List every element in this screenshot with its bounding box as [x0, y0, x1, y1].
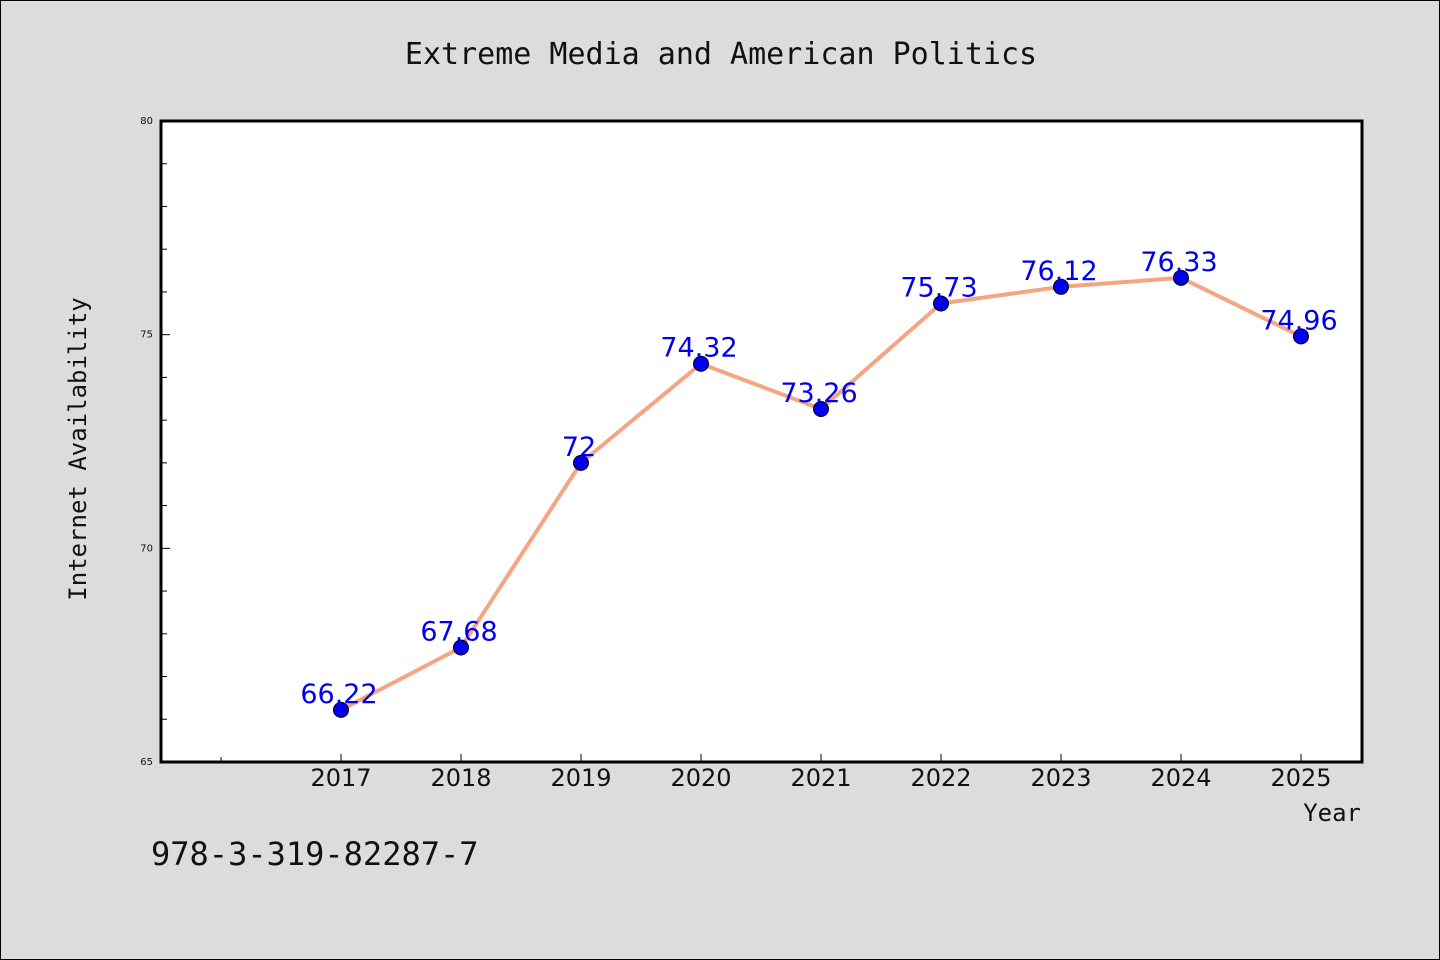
- data-point: [1173, 269, 1189, 286]
- x-tick-label: 2017: [310, 764, 371, 792]
- data-point: [1293, 328, 1309, 345]
- x-tick-label: 2021: [790, 764, 851, 792]
- data-point: [1053, 278, 1069, 295]
- chart-title: Extreme Media and American Politics: [405, 37, 1037, 72]
- x-tick-label: 2025: [1270, 764, 1331, 792]
- data-point: [693, 355, 709, 372]
- series-line-group: 66.22 67.68 72 74.32 73.26 75.73 76.12 76.33 74.…: [300, 247, 1338, 718]
- y-tick-label: 80: [140, 116, 153, 127]
- data-point: [573, 454, 589, 471]
- y-tick-label: 75: [140, 330, 153, 341]
- plot-area: [159, 119, 1364, 764]
- data-label: 73.26: [780, 378, 857, 409]
- data-point: [333, 701, 349, 718]
- footer-id-text: 978-3-319-82287-7: [151, 835, 479, 873]
- y-axis-ticks: 65 70 75 80: [140, 116, 170, 768]
- x-tick-label: 2022: [910, 764, 971, 792]
- y-tick-label: 70: [140, 543, 153, 554]
- data-label: 75.73: [900, 272, 977, 303]
- x-tick-label: 2024: [1150, 764, 1211, 792]
- data-label: 72: [562, 432, 596, 463]
- y-tick-label: 65: [140, 757, 153, 768]
- data-point: [933, 295, 949, 312]
- data-label: 74.32: [660, 333, 737, 364]
- data-label: 67.68: [420, 616, 497, 647]
- y-axis-label: Internet Availability: [64, 297, 92, 600]
- data-label: 66.22: [300, 679, 377, 710]
- x-axis-label: Year: [1303, 799, 1361, 827]
- x-tick-label: 2020: [670, 764, 731, 792]
- x-tick-label: 2019: [550, 764, 611, 792]
- data-point: [813, 401, 829, 418]
- x-tick-label: 2018: [430, 764, 491, 792]
- x-tick-label: 2023: [1030, 764, 1091, 792]
- data-label: 76.12: [1020, 256, 1097, 287]
- data-point: [453, 639, 469, 656]
- x-axis-ticks: 2017 2018 2019 2020 2021 2022 2023 2024 2025: [220, 754, 1332, 792]
- data-label: 76.33: [1140, 247, 1217, 278]
- data-label: 74.96: [1260, 305, 1337, 336]
